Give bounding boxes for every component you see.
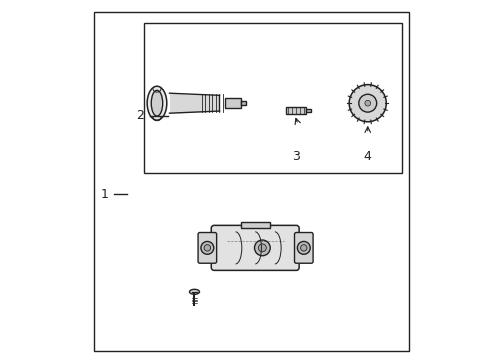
- Circle shape: [300, 245, 306, 251]
- FancyBboxPatch shape: [294, 233, 312, 263]
- Circle shape: [254, 240, 270, 256]
- Circle shape: [258, 244, 266, 252]
- Bar: [305, 109, 311, 112]
- Ellipse shape: [189, 289, 199, 294]
- Bar: [241, 101, 246, 105]
- FancyBboxPatch shape: [211, 225, 299, 270]
- FancyBboxPatch shape: [198, 233, 216, 263]
- Text: 4: 4: [363, 150, 371, 163]
- Bar: [241, 222, 269, 228]
- Text: 3: 3: [292, 150, 300, 163]
- Circle shape: [203, 245, 210, 251]
- Bar: [144, 23, 401, 173]
- Text: 1: 1: [101, 188, 108, 201]
- Bar: [94, 12, 408, 351]
- Circle shape: [201, 242, 213, 254]
- Ellipse shape: [151, 90, 163, 116]
- Circle shape: [358, 94, 376, 112]
- Text: 2: 2: [136, 109, 144, 122]
- Ellipse shape: [147, 86, 166, 120]
- Circle shape: [364, 100, 370, 106]
- Bar: [285, 107, 305, 114]
- Circle shape: [297, 242, 309, 254]
- Circle shape: [348, 85, 386, 122]
- Bar: [224, 98, 241, 108]
